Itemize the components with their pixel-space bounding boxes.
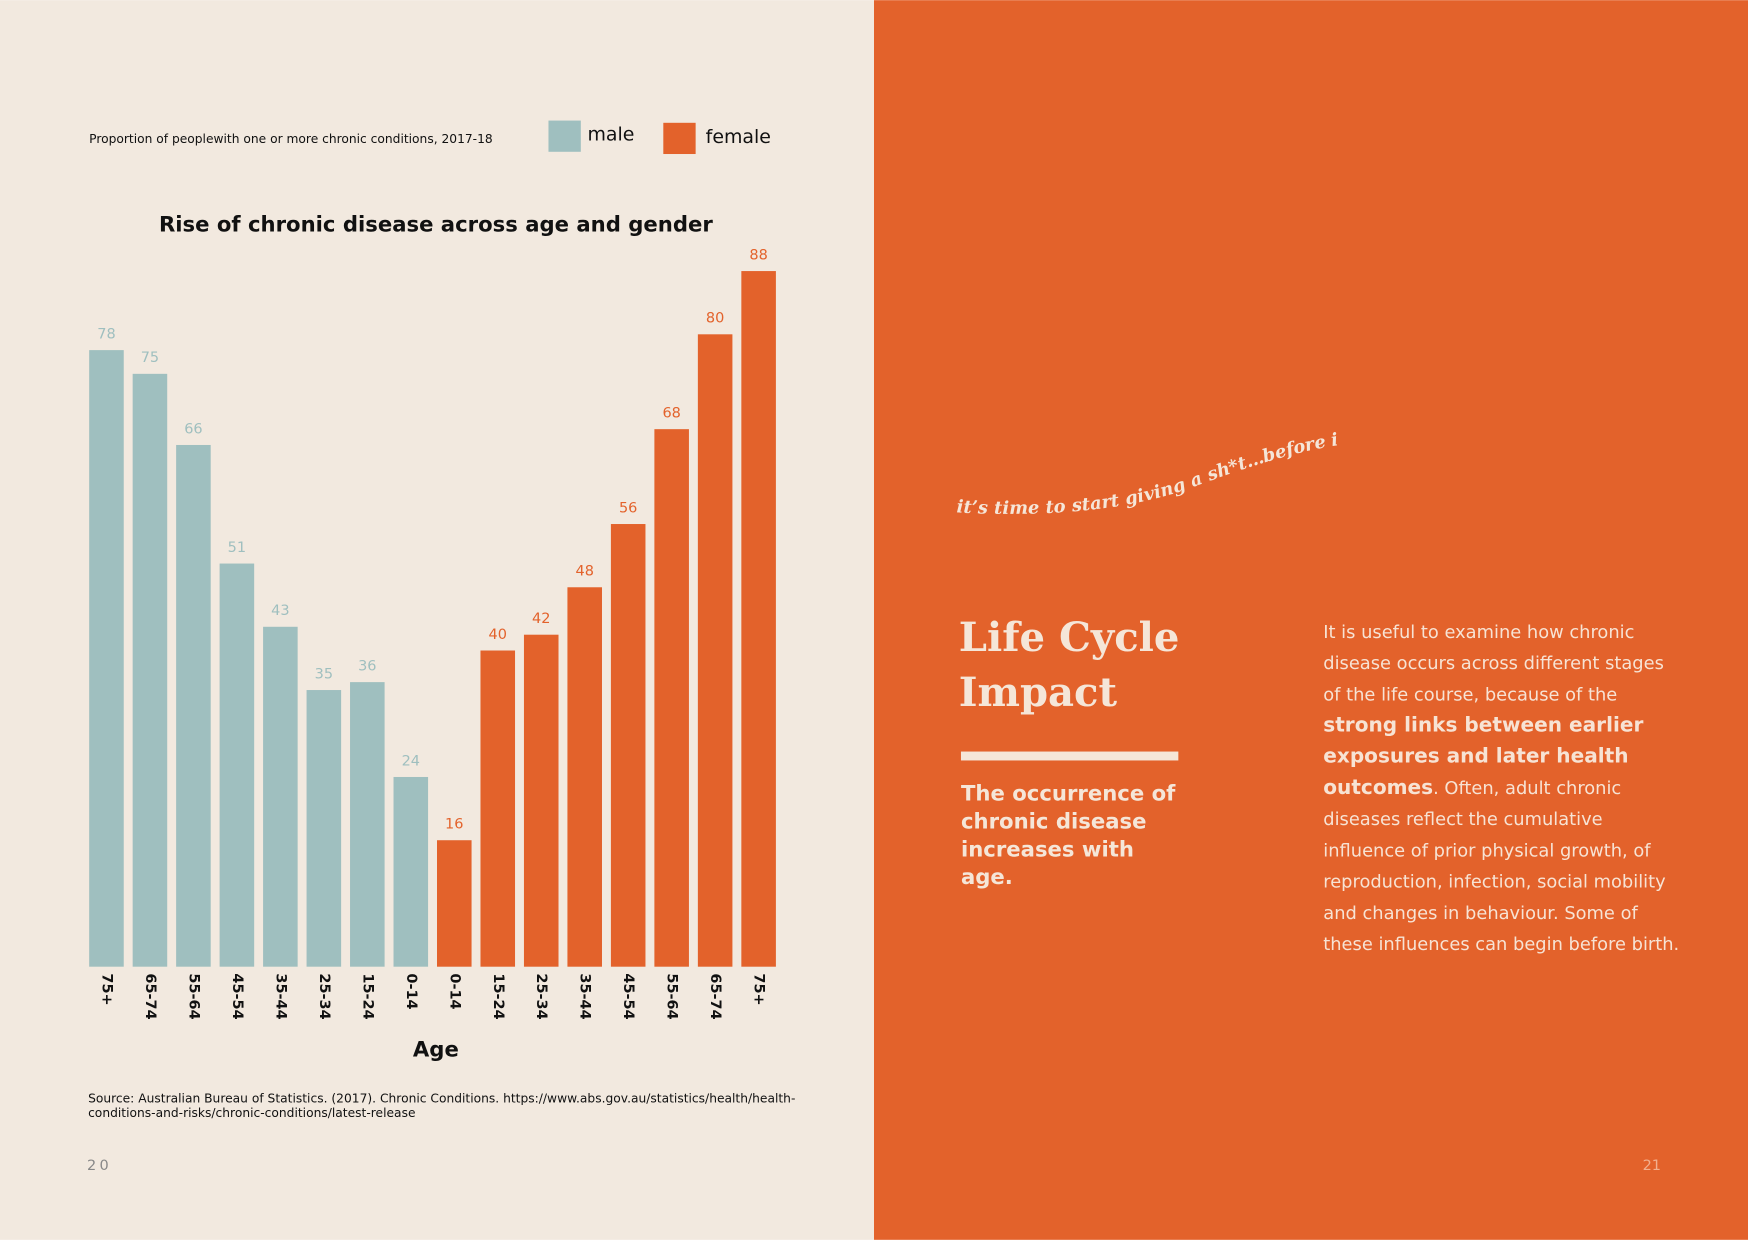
x-tick-label: 45-54 [229, 973, 245, 1019]
bar [610, 524, 646, 967]
bar [437, 840, 472, 967]
bar [132, 373, 168, 967]
value-label: 43 [271, 603, 289, 619]
x-tick-label: 0-14 [446, 973, 462, 1009]
subheading: The occurrence of chronic disease increa… [960, 781, 1176, 890]
value-label: 68 [662, 406, 680, 422]
legend-swatch [548, 120, 581, 152]
x-tick-label: 35-44 [272, 973, 288, 1019]
value-label: 51 [228, 540, 246, 556]
body-segment: . Often, adult chronic diseases reflect … [1323, 777, 1680, 955]
bar [567, 587, 602, 967]
x-tick-label: 15-24 [490, 973, 506, 1019]
legend-label: male [587, 124, 634, 146]
value-label: 78 [97, 327, 115, 343]
page-number: 20 [87, 1158, 112, 1174]
body-bold: strong links between earlier exposures a… [1323, 713, 1644, 800]
value-label: 40 [489, 627, 507, 643]
x-tick-label: 65-74 [142, 973, 158, 1019]
value-label: 24 [402, 753, 420, 769]
bar [176, 444, 211, 967]
bar [523, 634, 559, 967]
value-label: 16 [445, 817, 463, 833]
value-label: 42 [532, 611, 550, 627]
x-tick-label: 65-74 [707, 973, 723, 1019]
body-text: It is useful to examine how chronic dise… [1323, 617, 1680, 960]
bar [219, 563, 255, 967]
right-page [874, 0, 1748, 1240]
bar [393, 776, 429, 967]
x-tick-label: 75+ [751, 973, 767, 1005]
legend-label: female [706, 126, 771, 148]
chart-title: Rise of chronic disease across age and g… [159, 211, 713, 236]
bar [350, 682, 385, 967]
x-tick-label: 35-44 [577, 973, 593, 1019]
bar [697, 334, 733, 967]
value-label: 48 [575, 564, 593, 580]
bar [89, 350, 124, 967]
x-tick-label: 0-14 [403, 973, 419, 1009]
bar [263, 626, 298, 967]
x-tick-label: 25-34 [533, 973, 549, 1019]
x-tick-label: 15-24 [359, 973, 375, 1019]
source-box: Source: Australian Bureau of Statistics.… [88, 1091, 796, 1121]
value-label: 36 [358, 659, 376, 675]
chart-subtitle: Proportion of peoplewith one or more chr… [89, 132, 493, 146]
x-tick-label: 75+ [98, 973, 114, 1005]
x-tick-label: 25-34 [316, 973, 332, 1019]
bar [306, 690, 342, 967]
heading-box: Life Cycle Impact [958, 614, 1180, 716]
x-tick-label: 55-64 [185, 973, 201, 1019]
value-label: 80 [706, 311, 724, 327]
value-label: 56 [619, 500, 637, 516]
heading: Life Cycle Impact [958, 614, 1180, 716]
bar [480, 650, 516, 967]
source: Source: Australian Bureau of Statistics.… [88, 1091, 796, 1121]
value-label: 35 [315, 666, 333, 682]
value-label: 66 [184, 421, 202, 437]
x-tick-label: 55-64 [664, 973, 680, 1019]
bar [654, 429, 689, 967]
divider [960, 751, 1179, 761]
body-segment: It is useful to examine how chronic dise… [1323, 621, 1664, 705]
legend-swatch [663, 122, 696, 155]
bar [741, 271, 776, 967]
value-label: 75 [141, 350, 159, 366]
body-box: It is useful to examine how chronic dise… [1323, 617, 1680, 960]
value-label: 88 [749, 247, 767, 263]
subheading-box: The occurrence of chronic disease increa… [960, 781, 1176, 890]
x-tick-label: 45-54 [620, 973, 636, 1019]
page-number: 21 [1643, 1158, 1661, 1174]
x-axis-label: Age [413, 1036, 459, 1061]
